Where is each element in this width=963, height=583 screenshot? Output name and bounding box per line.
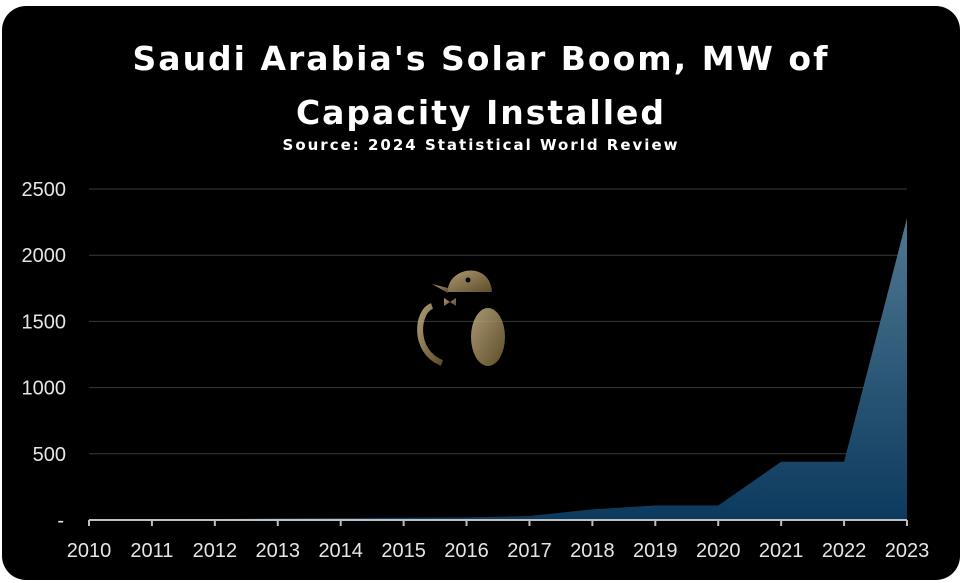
chart-title: Saudi Arabia's Solar Boom, MW of Capacit… — [2, 32, 960, 140]
x-tick-label: 2010 — [67, 540, 112, 562]
x-tick-label: 2013 — [256, 540, 301, 562]
series-area — [89, 218, 907, 520]
chart-card: Saudi Arabia's Solar Boom, MW of Capacit… — [2, 6, 960, 580]
chart-plot: - 500 1000 1500 2000 2500 2010 2011 2012 2013 2014… — [22, 179, 930, 562]
x-tick-label: 2015 — [381, 540, 426, 562]
x-tick-label: 2018 — [570, 540, 615, 562]
chart-title-line-1: Saudi Arabia's Solar Boom, MW of — [132, 39, 830, 78]
x-tick-label: 2014 — [318, 540, 363, 562]
y-tick-label: 1000 — [22, 378, 67, 400]
x-tick-label: 2023 — [885, 540, 930, 562]
y-tick-label: 500 — [33, 444, 66, 466]
x-tick-label: 2012 — [193, 540, 238, 562]
chart-title-line-2: Capacity Installed — [295, 93, 667, 132]
y-tick-label: 2000 — [22, 245, 67, 267]
x-tick-label: 2017 — [507, 540, 552, 562]
x-tick-label: 2022 — [822, 540, 867, 562]
y-tick-label: - — [57, 510, 64, 532]
x-tick-label: 2011 — [130, 540, 173, 562]
x-tick-label: 2019 — [633, 540, 678, 562]
y-tick-label: 1500 — [22, 311, 67, 333]
chart-subtitle: Source: 2024 Statistical World Review — [282, 136, 680, 154]
penguin-logo-icon — [417, 270, 505, 366]
x-tick-label: 2021 — [759, 540, 804, 562]
x-tick-label: 2016 — [444, 540, 489, 562]
x-tick-label: 2020 — [696, 540, 741, 562]
y-tick-label: 2500 — [22, 179, 67, 201]
